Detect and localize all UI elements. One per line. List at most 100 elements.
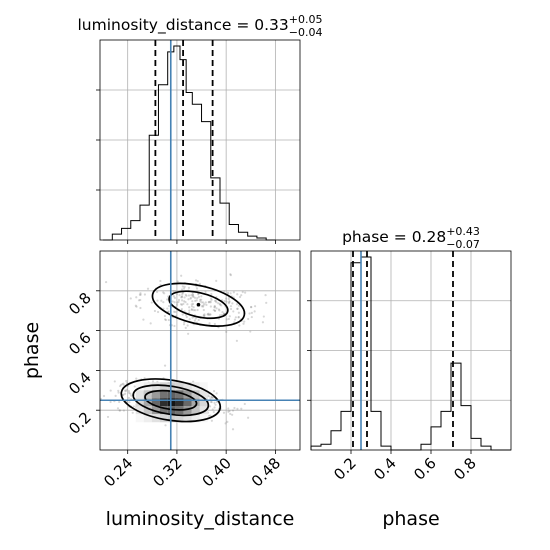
scatter-point xyxy=(227,317,230,321)
scatter-point xyxy=(156,299,159,302)
scatter-point xyxy=(190,294,193,297)
scatter-point xyxy=(190,303,193,306)
scatter-point xyxy=(213,306,216,309)
scatter-point xyxy=(189,297,192,300)
density-cell xyxy=(151,398,160,407)
scatter-point xyxy=(190,305,194,308)
scatter-point xyxy=(218,314,222,317)
y-tick-labels: 0.2 0.4 0.6 0.8 xyxy=(65,289,95,438)
scatter-point xyxy=(197,295,201,298)
scatter-point xyxy=(139,293,142,296)
scatter-point xyxy=(135,377,138,380)
scatter-point xyxy=(176,280,179,283)
scatter-point xyxy=(213,401,216,404)
scatter-point xyxy=(225,300,228,303)
scatter-point xyxy=(244,291,247,294)
scatter-point xyxy=(143,293,147,296)
scatter-point xyxy=(119,383,123,386)
scatter-point xyxy=(229,412,232,415)
scatter-point xyxy=(130,394,133,397)
scatter-point xyxy=(202,304,205,307)
scatter-point xyxy=(210,292,213,296)
scatter-point xyxy=(172,289,175,293)
scatter-point xyxy=(195,287,199,290)
scatter-point xyxy=(125,381,128,385)
scatter-point xyxy=(208,395,211,398)
density-cell xyxy=(135,414,144,423)
density-cell xyxy=(199,414,208,423)
scatter-point xyxy=(213,322,216,326)
scatter-point xyxy=(171,300,174,303)
scatter-point xyxy=(129,297,132,300)
scatter-point xyxy=(102,394,106,398)
scatter-point xyxy=(194,317,197,320)
scatter-point xyxy=(135,305,138,308)
scatter-point xyxy=(118,409,122,412)
scatter-point xyxy=(229,274,232,277)
scatter-point xyxy=(124,392,127,395)
density-cell xyxy=(191,390,200,399)
title-phase: phase = 0.28+0.43 −0.07 xyxy=(342,225,480,251)
scatter-point xyxy=(149,322,152,325)
scatter-point xyxy=(248,312,251,315)
scatter-point xyxy=(211,408,214,411)
scatter-point xyxy=(163,314,167,318)
scatter-point xyxy=(247,416,250,419)
density-cell xyxy=(183,414,192,423)
density-cell xyxy=(159,414,168,423)
scatter-point xyxy=(194,279,198,282)
title-median: 0.33 xyxy=(254,16,289,34)
density-cell xyxy=(183,390,192,399)
x-axis-label-luminosity-distance: luminosity_distance xyxy=(106,508,295,530)
scatter-point xyxy=(104,280,108,284)
scatter-point xyxy=(163,292,166,295)
axes-frame xyxy=(99,250,301,451)
scatter-point xyxy=(207,300,211,304)
scatter-point xyxy=(185,294,188,297)
axes-frame xyxy=(310,250,512,451)
scatter-point xyxy=(210,400,213,404)
scatter-point xyxy=(223,290,226,293)
scatter-point xyxy=(173,296,177,299)
density-cell xyxy=(167,390,176,399)
scatter-point xyxy=(243,402,246,406)
y-tick-label: 0.8 xyxy=(65,289,95,319)
scatter-point xyxy=(207,312,210,315)
scatter-point xyxy=(231,413,234,416)
scatter-point xyxy=(181,285,184,288)
scatter-point xyxy=(121,383,124,386)
scatter-point xyxy=(238,324,241,327)
scatter-point xyxy=(122,382,125,385)
scatter-point xyxy=(220,304,223,307)
scatter-point xyxy=(187,298,190,301)
scatter-point xyxy=(109,400,112,404)
scatter-point xyxy=(199,298,202,301)
density-cell xyxy=(159,406,168,415)
scatter-point xyxy=(184,301,187,304)
scatter-point xyxy=(215,400,218,404)
title-minus: −0.07 xyxy=(446,238,480,251)
scatter-point xyxy=(250,306,253,309)
scatter-point xyxy=(184,326,187,329)
scatter-point xyxy=(139,298,142,302)
scatter-point xyxy=(196,279,199,283)
scatter-point xyxy=(215,392,218,395)
scatter-point xyxy=(222,312,226,315)
density-cell xyxy=(175,382,184,391)
scatter-point xyxy=(195,299,198,302)
scatter-point xyxy=(209,305,212,308)
density-cell xyxy=(175,414,184,423)
scatter-point xyxy=(198,282,202,285)
scatter-point xyxy=(133,385,136,388)
scatter-point xyxy=(178,294,181,297)
density-cell xyxy=(183,406,192,415)
x-tick-label: 0.8 xyxy=(450,454,480,484)
density-cell xyxy=(183,382,192,391)
scatter-point xyxy=(174,310,177,314)
scatter-point xyxy=(182,302,185,305)
scatter-point xyxy=(217,302,220,305)
scatter-point xyxy=(127,396,130,400)
density-cell xyxy=(199,390,208,399)
scatter-point xyxy=(237,311,240,314)
density-cell xyxy=(135,398,144,407)
